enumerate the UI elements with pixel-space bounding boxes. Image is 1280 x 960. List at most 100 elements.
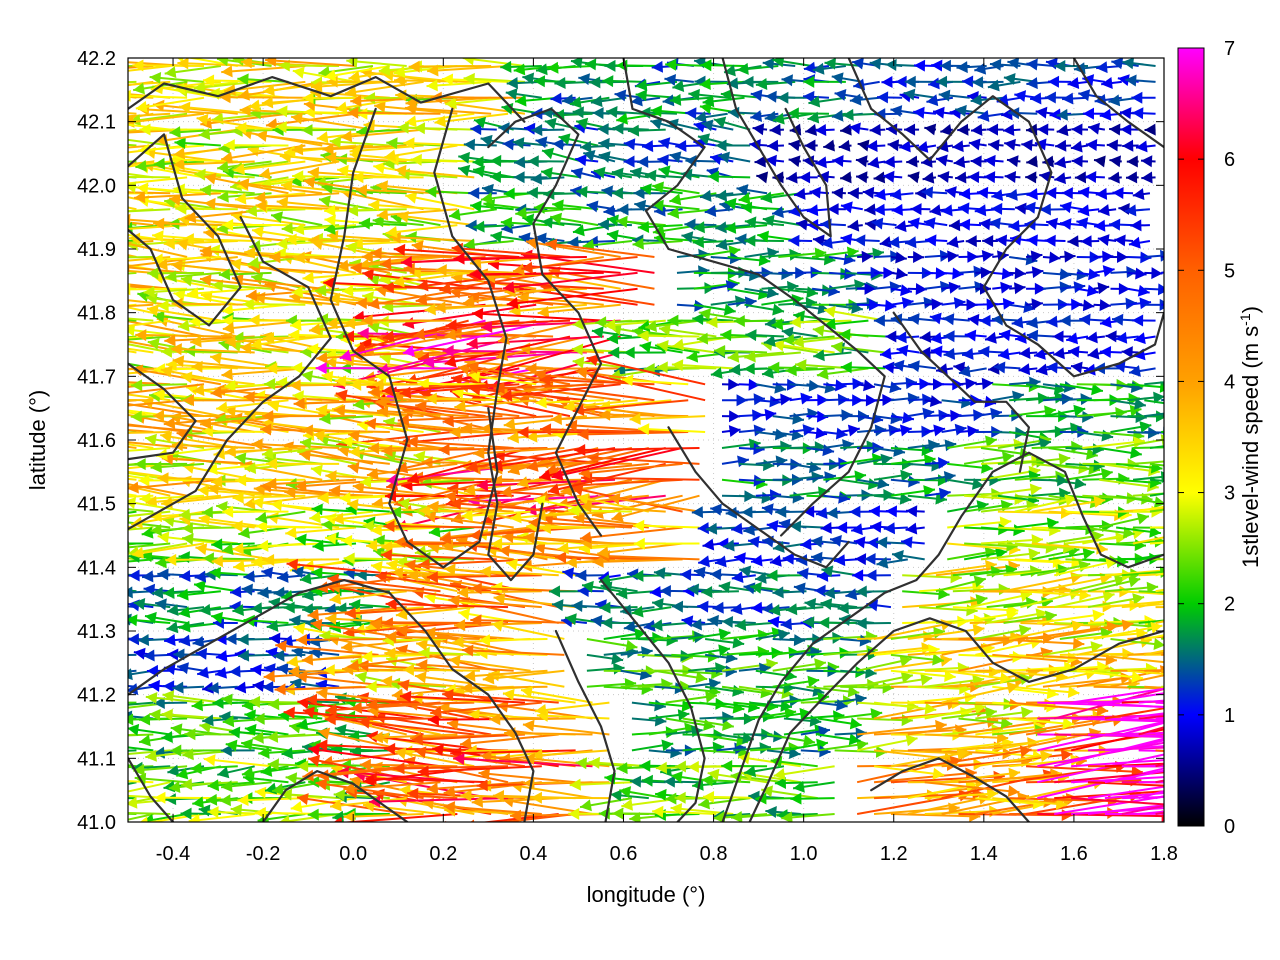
wind-arrow — [975, 637, 1043, 656]
wind-arrow — [773, 765, 835, 780]
wind-arrow — [602, 75, 644, 88]
wind-arrow — [1025, 250, 1043, 263]
wind-arrow — [219, 91, 306, 104]
wind-arrow — [128, 431, 171, 434]
wind-arrow — [1144, 634, 1164, 640]
wind-arrow — [839, 328, 886, 341]
wind-arrow — [229, 665, 255, 678]
wind-arrow — [410, 153, 475, 166]
wind-arrow — [200, 290, 272, 306]
x-axis-ticks: -0.4 -0.2 0.0 0.2 0.4 0.6 0.8 1.0 1.2 1.4 1.6 1.8 — [156, 58, 1178, 865]
contour-line — [554, 629, 616, 822]
wind-arrow — [975, 250, 994, 262]
y-tick-label: 41.0 — [77, 812, 116, 834]
wind-arrow — [128, 64, 171, 72]
wind-arrow — [389, 231, 475, 244]
wind-arrow — [216, 500, 272, 513]
wind-arrow — [984, 154, 1004, 167]
wind-arrow — [1135, 140, 1156, 153]
wind-arrow — [321, 518, 373, 531]
wind-arrow — [491, 619, 565, 640]
wind-arrow — [280, 788, 340, 801]
wind-arrow — [616, 112, 661, 125]
wind-arrow — [946, 236, 965, 248]
wind-arrow — [1115, 331, 1139, 344]
wind-arrow — [840, 424, 860, 437]
wind-arrow — [411, 733, 525, 746]
wind-arrow — [772, 675, 820, 688]
wind-arrow — [738, 192, 785, 205]
wind-arrow — [1054, 172, 1072, 185]
wind-arrow — [738, 424, 766, 437]
wind-arrow — [1093, 282, 1110, 295]
wind-arrow — [547, 61, 593, 74]
wind-arrow — [128, 95, 154, 99]
wind-arrow — [534, 232, 565, 245]
wind-arrow — [1025, 391, 1067, 404]
wind-arrow — [1155, 762, 1164, 768]
wind-arrow — [1130, 219, 1150, 232]
wind-arrow — [384, 144, 458, 162]
wind-arrow — [687, 583, 723, 596]
wind-arrow — [857, 250, 873, 263]
wind-arrow — [281, 222, 340, 235]
wind-arrow — [1025, 266, 1044, 279]
wind-arrow — [1093, 250, 1114, 263]
wind-arrow — [413, 122, 475, 135]
wind-arrow — [698, 797, 751, 810]
wind-arrow — [1093, 299, 1111, 312]
wind-arrow — [905, 505, 925, 518]
wind-arrow — [957, 123, 970, 136]
wind-arrow — [1035, 106, 1055, 119]
wind-arrow — [245, 204, 306, 217]
wind-arrow — [128, 303, 154, 308]
wind-arrow — [283, 601, 323, 614]
y-tick-label: 42.1 — [77, 112, 116, 134]
wind-arrow — [491, 537, 565, 550]
wind-arrow — [128, 343, 171, 354]
colorbar-tick-label: 6 — [1224, 149, 1235, 171]
contour-line — [622, 58, 886, 537]
wind-arrow — [954, 104, 987, 117]
x-tick-label: 0.6 — [610, 843, 638, 865]
wind-arrow — [876, 556, 908, 569]
wind-arrow — [128, 477, 137, 481]
wind-arrow — [444, 335, 571, 368]
wind-arrow — [588, 756, 649, 769]
wind-arrow — [462, 644, 565, 657]
wind-arrow — [1115, 494, 1164, 509]
wind-arrow — [161, 453, 255, 466]
wind-arrow — [402, 663, 480, 676]
wind-arrow — [406, 435, 514, 449]
wind-arrow — [721, 615, 756, 628]
wind-arrow — [848, 122, 869, 135]
wind-arrow — [146, 304, 222, 322]
wind-arrow — [414, 671, 497, 688]
wind-arrow — [1121, 603, 1164, 609]
wind-arrow — [276, 196, 357, 211]
wind-arrow — [907, 217, 931, 230]
wind-arrow — [1031, 495, 1106, 513]
wind-arrow — [1121, 739, 1164, 752]
y-axis-ticks: 41.0 41.1 41.2 41.3 41.4 41.5 41.6 41.7 41.8 41.9… — [77, 48, 1164, 834]
wind-arrow — [831, 187, 846, 200]
wind-arrow — [983, 171, 1004, 184]
wind-arrow — [975, 624, 1032, 640]
wind-arrow — [704, 636, 745, 649]
wind-arrow — [1042, 155, 1055, 168]
wind-arrow — [393, 243, 520, 258]
wind-arrow — [140, 550, 188, 563]
wind-arrow — [964, 329, 987, 342]
x-tick-label: -0.4 — [156, 843, 190, 865]
wind-arrow — [919, 330, 937, 343]
wind-arrow — [913, 106, 937, 119]
wind-arrow — [804, 598, 841, 610]
wind-arrow — [221, 303, 289, 317]
wind-arrow — [502, 688, 576, 704]
wind-arrow — [128, 614, 171, 627]
wind-arrow — [941, 281, 961, 294]
wind-arrow — [890, 392, 920, 405]
wind-arrow — [832, 154, 852, 167]
wind-arrow — [517, 291, 604, 306]
